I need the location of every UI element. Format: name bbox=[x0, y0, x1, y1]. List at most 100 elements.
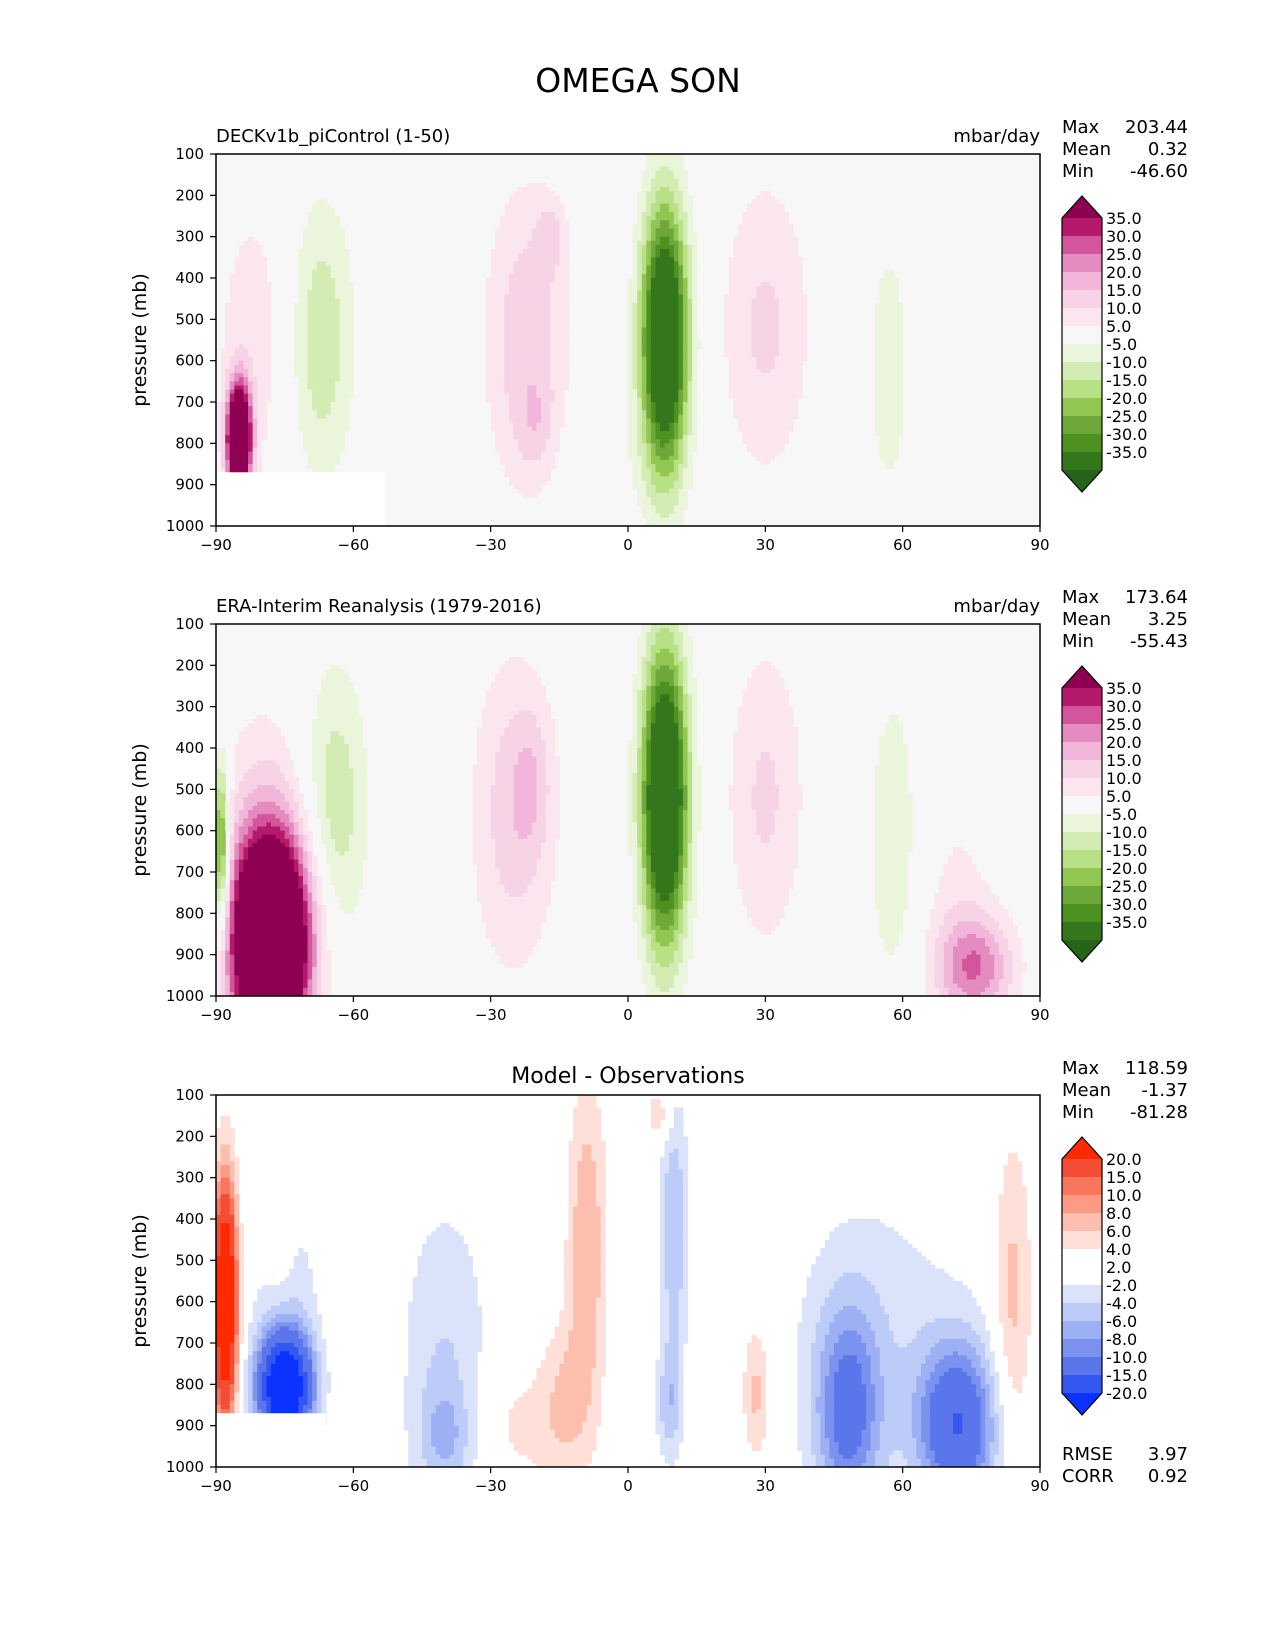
contour-cell bbox=[234, 1380, 240, 1385]
contour-cell bbox=[321, 942, 327, 947]
contour-cell bbox=[238, 1239, 245, 1245]
contour-cell bbox=[678, 756, 684, 761]
contour-cell bbox=[655, 640, 675, 646]
contour-cell bbox=[650, 282, 679, 287]
contour-cell bbox=[293, 797, 304, 803]
contour-cell bbox=[321, 929, 327, 935]
contour-cell bbox=[252, 1347, 258, 1352]
contour-cell bbox=[687, 686, 698, 691]
contour-cell bbox=[650, 497, 679, 502]
contour-cell bbox=[248, 1380, 254, 1385]
contour-cell bbox=[682, 632, 689, 637]
contour-cell bbox=[650, 764, 679, 770]
contour-cell bbox=[998, 987, 1009, 993]
contour-cell bbox=[971, 950, 977, 956]
contour-cell bbox=[229, 818, 235, 823]
contour-cell bbox=[655, 876, 675, 881]
stat-value: -46.60 bbox=[1130, 161, 1188, 182]
contour-cell bbox=[669, 1392, 675, 1398]
contour-cell bbox=[252, 1351, 258, 1356]
colorbar-swatch bbox=[1062, 290, 1102, 309]
contour-cell bbox=[243, 867, 295, 873]
contour-cell bbox=[559, 228, 570, 234]
contour-cell bbox=[522, 249, 560, 254]
contour-cell bbox=[756, 195, 776, 201]
contour-cell bbox=[600, 1264, 606, 1270]
contour-cell bbox=[1003, 1173, 1023, 1179]
contour-cell bbox=[687, 731, 693, 737]
contour-cell bbox=[577, 1169, 597, 1175]
contour-cell bbox=[682, 368, 689, 374]
contour-cell bbox=[641, 781, 647, 786]
contour-cell bbox=[875, 397, 904, 403]
contour-cell bbox=[650, 344, 679, 349]
contour-cell bbox=[216, 439, 222, 444]
contour-cell bbox=[550, 340, 570, 345]
contour-cell bbox=[220, 950, 226, 956]
contour-cell bbox=[751, 789, 780, 795]
contour-cell bbox=[646, 154, 684, 159]
contour-cell bbox=[238, 360, 245, 366]
contour-cell bbox=[504, 360, 551, 366]
contour-cell bbox=[660, 1161, 670, 1166]
contour-cell bbox=[884, 273, 895, 279]
contour-cell bbox=[238, 244, 263, 250]
contour-cell bbox=[692, 426, 698, 432]
contour-cell bbox=[650, 224, 661, 229]
contour-cell bbox=[312, 286, 336, 291]
contour-cell bbox=[673, 929, 684, 935]
contour-cell bbox=[641, 290, 647, 296]
contour-cell bbox=[673, 505, 689, 511]
contour-cell bbox=[252, 381, 258, 387]
contour-cell bbox=[302, 913, 309, 919]
contour-cell bbox=[243, 385, 249, 391]
colorbar-label: -5.0 bbox=[1106, 805, 1137, 824]
contour-cell bbox=[229, 872, 235, 877]
contour-cell bbox=[687, 356, 693, 362]
contour-cell bbox=[682, 282, 689, 287]
contour-cell bbox=[692, 315, 698, 320]
contour-cell bbox=[595, 1305, 606, 1311]
contour-cell bbox=[669, 422, 675, 428]
contour-cell bbox=[692, 781, 702, 786]
contour-cell bbox=[655, 273, 675, 279]
contour-cell bbox=[238, 888, 304, 894]
contour-cell bbox=[682, 455, 689, 461]
contour-cell bbox=[637, 797, 643, 803]
contour-cell bbox=[953, 851, 968, 857]
contour-cell bbox=[756, 360, 776, 366]
contour-cell bbox=[545, 756, 560, 761]
contour-cell bbox=[628, 344, 634, 349]
contour-cell bbox=[229, 801, 235, 807]
contour-cell bbox=[687, 706, 693, 712]
contour-cell bbox=[650, 1107, 666, 1113]
contour-cell bbox=[682, 1181, 689, 1187]
contour-cell bbox=[563, 1252, 574, 1257]
contour-cell bbox=[316, 884, 322, 890]
contour-cell bbox=[216, 1281, 235, 1286]
contour-cell bbox=[229, 1355, 235, 1361]
contour-cell bbox=[316, 1388, 322, 1394]
contour-cell bbox=[660, 1231, 666, 1237]
contour-cell bbox=[925, 929, 940, 935]
contour-cell bbox=[490, 810, 515, 815]
contour-cell bbox=[440, 1223, 451, 1228]
contour-cell bbox=[641, 776, 647, 782]
contour-cell bbox=[499, 224, 538, 229]
contour-cell bbox=[682, 356, 689, 362]
contour-cell bbox=[724, 331, 753, 337]
contour-cell bbox=[682, 1206, 689, 1212]
contour-cell bbox=[641, 406, 647, 411]
colorbar-extend-bottom bbox=[1062, 940, 1102, 962]
contour-cell bbox=[216, 1297, 235, 1303]
contour-cell bbox=[229, 377, 235, 382]
contour-cell bbox=[797, 1367, 812, 1373]
contour-cell bbox=[687, 756, 693, 761]
contour-cell bbox=[687, 224, 693, 229]
contour-cell bbox=[243, 381, 249, 387]
contour-cell bbox=[440, 1338, 451, 1344]
contour-cell bbox=[879, 929, 904, 935]
contour-cell bbox=[664, 1351, 679, 1356]
contour-cell bbox=[632, 797, 638, 803]
contour-cell bbox=[820, 1371, 831, 1377]
